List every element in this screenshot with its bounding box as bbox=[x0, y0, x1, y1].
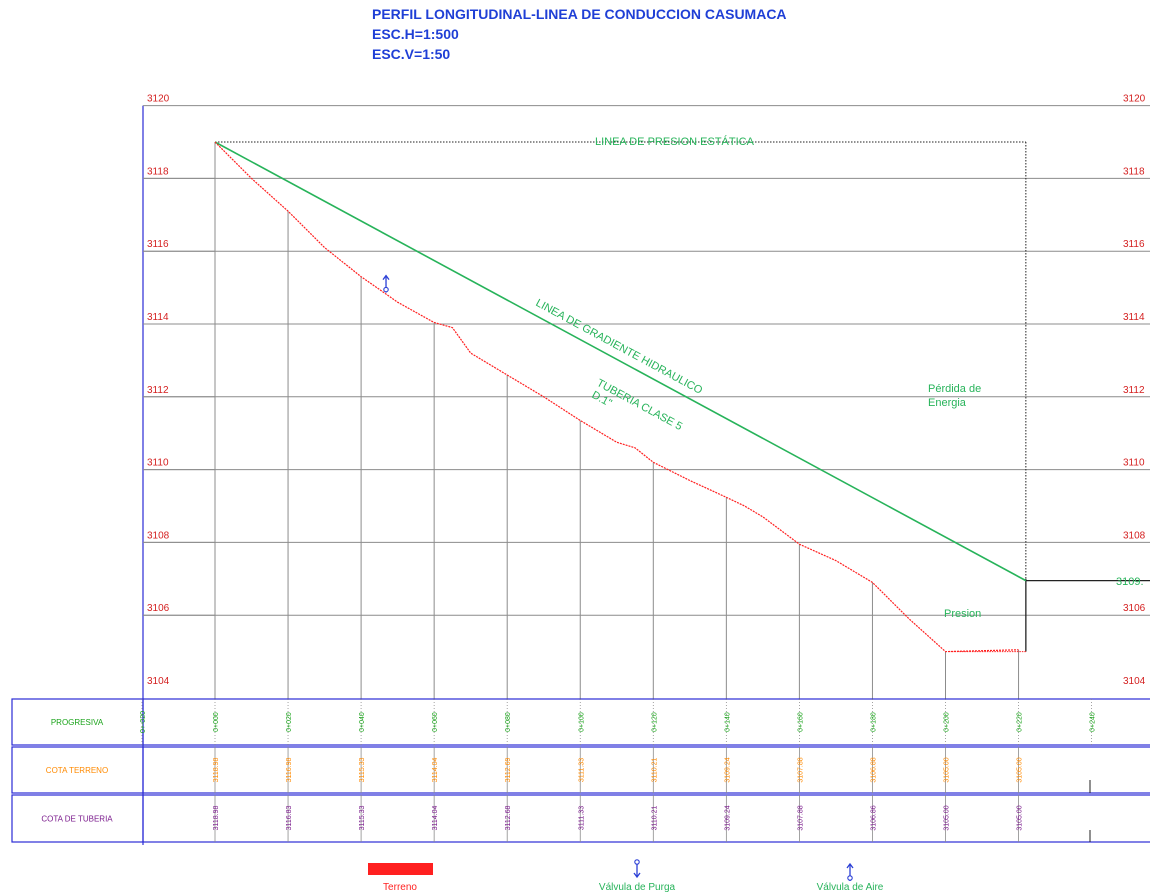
cota-terreno-value: 3105.00 bbox=[1017, 757, 1024, 782]
cota-terreno-value: 3109.24 bbox=[724, 757, 731, 782]
cota-terreno-value: 3116.98 bbox=[286, 758, 293, 783]
drawing-title: PERFIL LONGITUDINAL-LINEA DE CONDUCCION … bbox=[372, 6, 787, 22]
hydraulic-gradient-label: LINEA DE GRADIENTE HIDRAULICO bbox=[534, 297, 705, 397]
elevation-label-left: 3116 bbox=[147, 239, 169, 250]
air-valve-legend-icon bbox=[846, 862, 854, 881]
elevation-label-left: 3120 bbox=[147, 94, 170, 105]
progresiva-value: 0+040 bbox=[359, 712, 366, 732]
cota-tuberia-value: 3114.04 bbox=[432, 806, 439, 831]
end-level-label: 3109. bbox=[1116, 576, 1144, 588]
elevation-label-right: 3104 bbox=[1123, 676, 1146, 687]
elevation-label-left: 3112 bbox=[147, 385, 169, 396]
cota-tuberia-value: 3106.86 bbox=[870, 805, 877, 830]
purge-valve-legend-label: Válvula de Purga bbox=[599, 882, 676, 893]
elevation-label-right: 3108 bbox=[1123, 530, 1146, 541]
progresiva-value: 0+240 bbox=[1090, 712, 1097, 732]
cota-terreno-value: 3111.33 bbox=[578, 758, 585, 782]
air-valve-legend-label: Válvula de Aire bbox=[817, 882, 884, 893]
air-valve-icon bbox=[382, 274, 390, 293]
progresiva-value: 0+200 bbox=[944, 712, 951, 732]
cota-terreno-value: 3118.98 bbox=[213, 758, 220, 783]
progresiva-value: 0+160 bbox=[797, 712, 804, 732]
elevation-label-right: 3112 bbox=[1123, 385, 1145, 396]
cota-terreno-value: 3114.04 bbox=[432, 758, 439, 783]
elevation-label-left: 3106 bbox=[147, 603, 170, 614]
cota-tuberia-value: 3105.00 bbox=[1017, 805, 1024, 830]
progresiva-value: 0+-020 bbox=[140, 711, 147, 733]
cota-terreno-value: 3115.33 bbox=[359, 758, 366, 783]
energy-loss-label-1: Pérdida de bbox=[928, 383, 981, 395]
elevation-label-left: 3104 bbox=[147, 676, 170, 687]
terrain-legend-swatch bbox=[368, 863, 433, 875]
cota-terreno-value: 3106.88 bbox=[870, 757, 877, 782]
terrain-profile-line bbox=[214, 141, 1019, 653]
cota-terreno-value: 3112.69 bbox=[505, 758, 512, 783]
cota-tuberia-value: 3116.83 bbox=[286, 806, 293, 831]
cota-tuberia-value: 3115.33 bbox=[359, 806, 366, 831]
progresiva-value: 0+000 bbox=[213, 712, 220, 732]
energy-loss-label-2: Energia bbox=[928, 397, 967, 409]
vertical-scale: ESC.V=1:50 bbox=[372, 46, 451, 62]
elevation-label-left: 3108 bbox=[147, 530, 170, 541]
cota-tuberia-row-label: COTA DE TUBERIA bbox=[41, 815, 113, 824]
elevation-label-right: 3118 bbox=[1123, 166, 1145, 177]
horizontal-scale: ESC.H=1:500 bbox=[372, 26, 459, 42]
terrain-legend-label: Terreno bbox=[383, 882, 417, 893]
cota-terreno-row-label: COTA TERRENO bbox=[46, 766, 108, 775]
purge-valve-legend-icon bbox=[633, 859, 641, 879]
elevation-label-right: 3120 bbox=[1123, 94, 1146, 105]
hydraulic-gradient-line bbox=[214, 141, 1027, 582]
static-pressure-label: LINEA DE PRESION ESTÁTICA bbox=[595, 135, 755, 148]
cota-tuberia-value: 3105.00 bbox=[944, 805, 951, 830]
elevation-label-right: 3110 bbox=[1123, 458, 1145, 469]
progresiva-value: 0+140 bbox=[724, 712, 731, 732]
cota-terreno-row-box bbox=[11, 746, 1150, 794]
elevation-label-right: 3106 bbox=[1123, 603, 1146, 614]
cota-tuberia-value: 3112.68 bbox=[505, 806, 512, 831]
progresiva-value: 0+080 bbox=[505, 712, 512, 732]
progresiva-row-box bbox=[11, 698, 1150, 746]
cota-terreno-value: 3110.21 bbox=[651, 758, 658, 783]
progresiva-value: 0+120 bbox=[651, 712, 658, 732]
elevation-label-left: 3110 bbox=[147, 458, 169, 469]
cota-tuberia-row-box bbox=[11, 794, 1150, 843]
elevation-label-right: 3114 bbox=[1123, 312, 1145, 323]
progresiva-value: 0+020 bbox=[286, 712, 293, 732]
elevation-label-left: 3114 bbox=[147, 312, 169, 323]
cota-terreno-value: 3105.00 bbox=[944, 757, 951, 782]
elevation-label-right: 3116 bbox=[1123, 239, 1145, 250]
progresiva-value: 0+060 bbox=[432, 712, 439, 732]
cota-tuberia-value: 3110.21 bbox=[651, 806, 658, 831]
progresiva-value: 0+100 bbox=[578, 712, 585, 732]
cota-tuberia-value: 3111.33 bbox=[578, 806, 585, 830]
cota-tuberia-value: 3107.88 bbox=[797, 805, 804, 830]
progresiva-value: 0+180 bbox=[870, 712, 877, 732]
progresiva-row-label: PROGRESIVA bbox=[51, 718, 104, 727]
pressure-label: Presion bbox=[944, 608, 981, 620]
cota-terreno-value: 3107.88 bbox=[797, 757, 804, 782]
progresiva-value: 0+220 bbox=[1017, 712, 1024, 732]
cota-tuberia-value: 3118.98 bbox=[213, 806, 220, 831]
cota-tuberia-value: 3109.24 bbox=[724, 805, 731, 830]
elevation-label-left: 3118 bbox=[147, 166, 169, 177]
